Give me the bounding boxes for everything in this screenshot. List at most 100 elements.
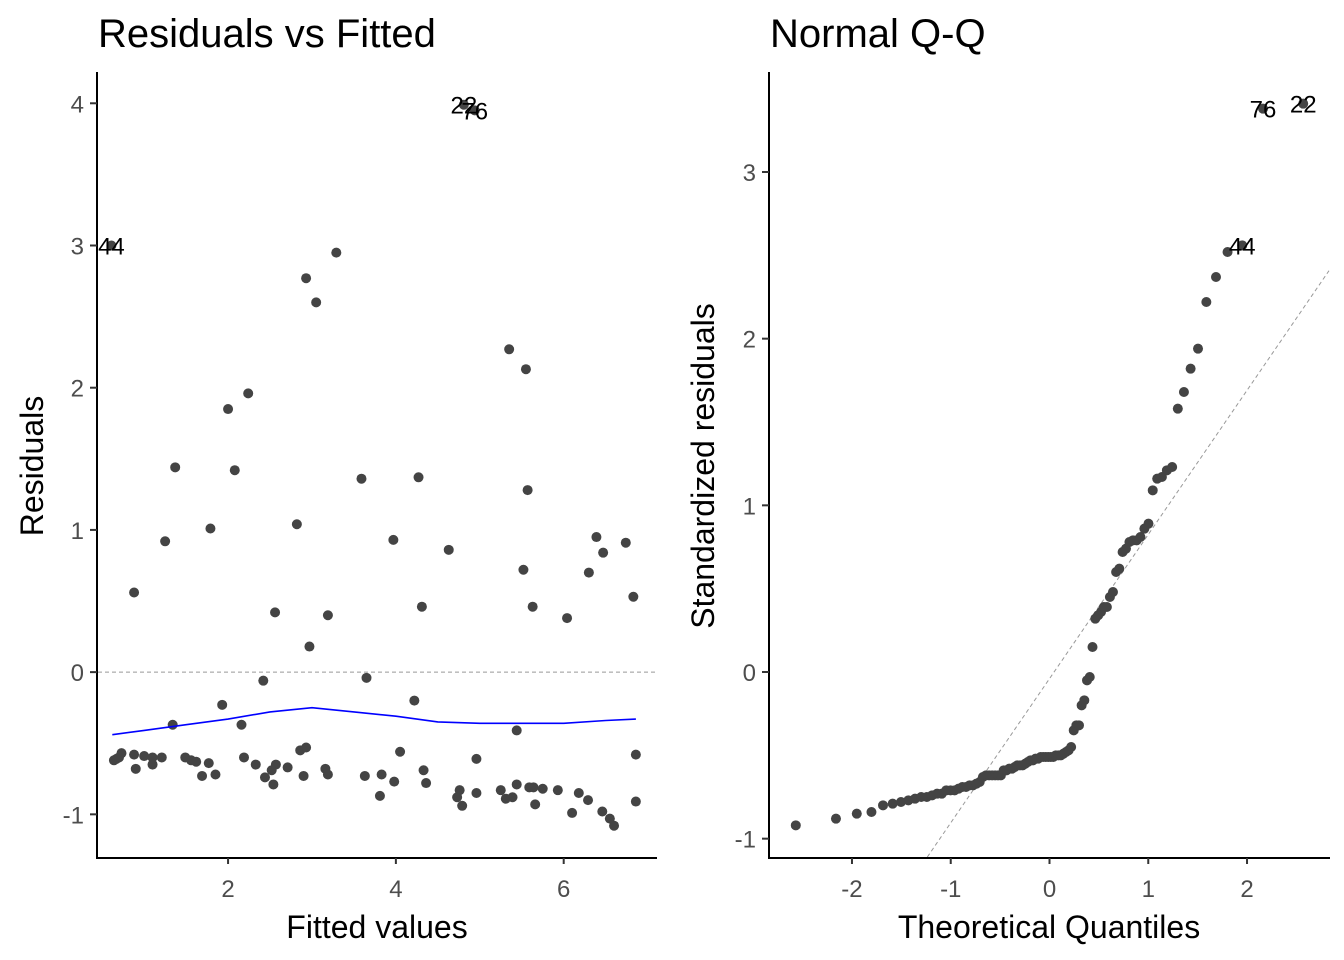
y-axis-label: Standardized residuals — [685, 303, 721, 629]
data-point — [210, 769, 221, 780]
data-point — [129, 749, 140, 760]
data-point — [418, 765, 429, 776]
y-tick-label: 2 — [743, 327, 756, 354]
data-point — [359, 770, 370, 781]
qq-point — [1147, 485, 1158, 496]
data-point — [311, 297, 322, 308]
data-point — [361, 672, 372, 683]
y-tick-label: 4 — [71, 91, 84, 118]
data-point — [167, 719, 178, 730]
data-point — [598, 547, 609, 558]
data-point — [270, 607, 281, 618]
qq-point — [1101, 602, 1112, 612]
data-point — [507, 792, 518, 803]
data-point — [160, 536, 171, 547]
data-point — [147, 752, 158, 763]
data-point — [130, 763, 141, 774]
data-point — [518, 564, 529, 575]
data-point — [170, 462, 181, 473]
data-point — [522, 485, 533, 496]
y-tick-label: 2 — [71, 376, 84, 403]
data-point — [597, 806, 608, 817]
data-point — [457, 800, 468, 811]
data-point — [583, 567, 594, 578]
x-axis-label: Theoretical Quantiles — [898, 909, 1200, 945]
qq-point — [1135, 532, 1146, 542]
panel-title: Normal Q-Q — [770, 12, 986, 56]
data-point — [139, 751, 150, 762]
x-tick-label: -1 — [940, 876, 961, 903]
data-point — [530, 799, 541, 810]
data-point — [266, 765, 277, 776]
data-point — [591, 532, 602, 543]
data-point — [282, 762, 293, 773]
data-point — [322, 610, 333, 621]
qq-point — [790, 820, 801, 831]
point-label: 76 — [461, 98, 488, 125]
data-point — [413, 472, 424, 483]
point-label: 22 — [1290, 92, 1317, 119]
data-point — [452, 792, 463, 803]
data-point — [322, 769, 333, 780]
qq-point — [878, 800, 889, 811]
y-tick-label: 1 — [71, 518, 84, 545]
data-point — [389, 776, 400, 787]
qq-point — [866, 807, 877, 817]
qq-point — [1258, 103, 1269, 114]
qq-point — [1087, 642, 1098, 652]
data-point — [258, 675, 269, 686]
data-point — [552, 785, 563, 796]
y-tick-label: 1 — [743, 493, 756, 520]
y-tick-label: -1 — [63, 802, 84, 829]
x-tick-label: 1 — [1142, 876, 1155, 903]
qq-reference-line — [926, 270, 1330, 858]
qq-point — [1237, 240, 1248, 251]
qq-point — [851, 808, 862, 819]
data-point — [250, 759, 261, 770]
qq-point — [1143, 518, 1154, 529]
x-tick-label: 2 — [1240, 876, 1253, 903]
data-point — [469, 105, 480, 116]
loess-smooth-line — [112, 706, 636, 736]
data-point — [628, 591, 639, 602]
data-point — [388, 534, 399, 545]
data-point — [562, 613, 573, 624]
qq-point — [1172, 403, 1183, 414]
data-point — [191, 756, 202, 767]
data-point — [458, 99, 469, 110]
data-point — [217, 699, 228, 710]
data-point — [583, 795, 594, 806]
data-point — [243, 388, 254, 399]
x-tick-label: 0 — [1043, 876, 1056, 903]
data-point — [197, 770, 208, 781]
x-tick-label: -2 — [841, 876, 862, 903]
y-axis-label: Residuals — [14, 396, 50, 537]
qq-point — [1178, 387, 1189, 397]
data-point — [205, 523, 216, 534]
data-point — [511, 725, 522, 736]
qq-point — [1084, 672, 1095, 682]
data-point — [304, 641, 315, 652]
data-point — [471, 788, 482, 799]
data-point — [223, 404, 234, 415]
qq-point — [1210, 272, 1221, 282]
data-point — [116, 748, 127, 759]
data-point — [620, 537, 631, 548]
x-tick-label: 2 — [221, 876, 234, 903]
point-label: 22 — [450, 93, 477, 120]
y-tick-label: 0 — [71, 660, 84, 687]
data-point — [147, 759, 158, 770]
y-tick-label: -1 — [735, 827, 756, 854]
qq-point — [1298, 98, 1309, 109]
data-point — [630, 749, 641, 760]
data-point — [203, 758, 214, 769]
qq-point — [1107, 587, 1118, 597]
data-point — [573, 788, 584, 799]
data-point — [106, 240, 117, 251]
data-point — [443, 544, 454, 555]
qq-point — [1185, 363, 1196, 374]
qq-point — [887, 798, 898, 809]
x-tick-label: 4 — [389, 876, 402, 903]
